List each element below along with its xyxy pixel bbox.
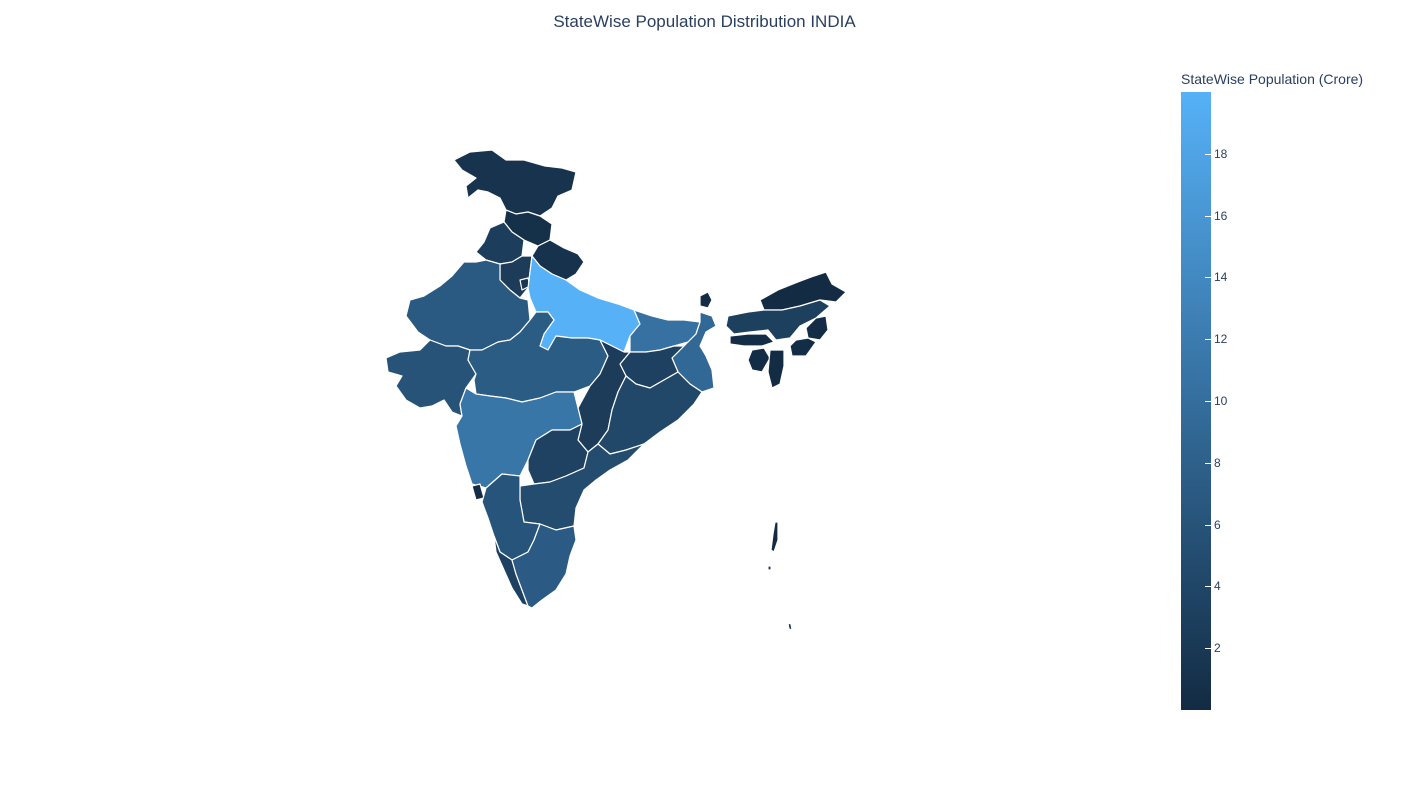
colorbar-tick-mark xyxy=(1205,153,1211,155)
colorbar-tick-mark xyxy=(1205,524,1211,526)
state-jammu-kashmir[interactable] xyxy=(453,149,577,217)
state-sikkim[interactable] xyxy=(699,291,713,309)
state-meghalaya[interactable] xyxy=(729,333,775,347)
chart-title: StateWise Population Distribution INDIA xyxy=(553,12,856,31)
colorbar-tick-mark xyxy=(1205,462,1211,464)
colorbar-tick-label: 12 xyxy=(1214,332,1228,347)
colorbar-tick-label: 18 xyxy=(1214,146,1228,161)
state-arunachal-pradesh[interactable] xyxy=(759,271,847,311)
colorbar-tick-label: 6 xyxy=(1214,517,1221,532)
colorbar-tick-mark xyxy=(1205,586,1211,588)
state-andaman-nicobar-1[interactable] xyxy=(770,521,779,553)
colorbar-tick-mark xyxy=(1205,215,1211,217)
state-bihar[interactable] xyxy=(629,309,701,353)
state-manipur[interactable] xyxy=(789,337,817,357)
colorbar-tick-label: 2 xyxy=(1214,641,1221,656)
colorbar-tick-mark xyxy=(1205,339,1211,341)
colorbar-tick-mark xyxy=(1205,277,1211,279)
state-west-bengal[interactable] xyxy=(671,311,717,393)
colorbar-tick-mark xyxy=(1205,648,1211,650)
state-assam[interactable] xyxy=(725,299,831,341)
state-nagaland[interactable] xyxy=(805,315,829,341)
state-tripura[interactable] xyxy=(747,347,771,373)
state-tamil-nadu[interactable] xyxy=(511,523,577,609)
colorbar-tick-label: 14 xyxy=(1214,270,1228,285)
state-andaman-nicobar-3[interactable] xyxy=(787,622,793,631)
colorbar-tick-label: 8 xyxy=(1214,455,1221,470)
colorbar-tick-label: 10 xyxy=(1214,394,1228,408)
state-odisha[interactable] xyxy=(597,371,703,455)
colorbar-tick-label: 16 xyxy=(1214,208,1228,223)
state-andaman-nicobar-2[interactable] xyxy=(767,565,772,571)
state-mizoram[interactable] xyxy=(767,349,785,389)
colorbar-title: StateWise Population (Crore) xyxy=(1181,71,1364,87)
colorbar-tick-mark xyxy=(1205,401,1211,402)
colorbar-tick-label: 4 xyxy=(1214,579,1221,594)
